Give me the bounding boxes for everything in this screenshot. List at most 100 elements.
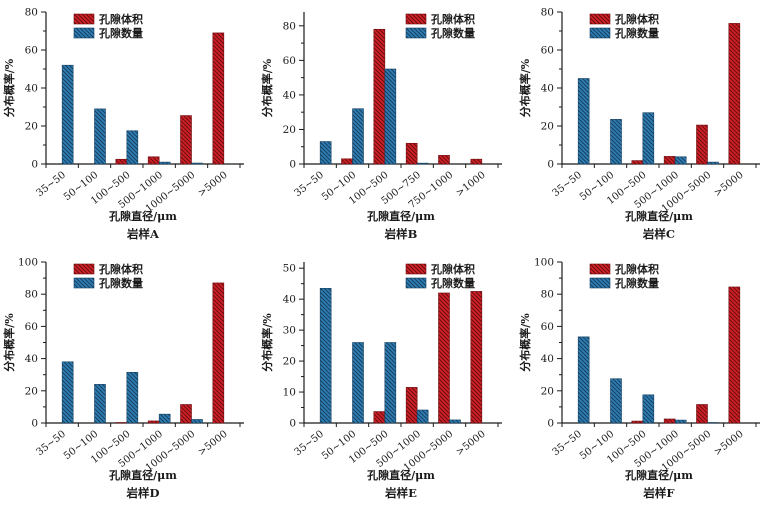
svg-text:80: 80 (25, 7, 38, 19)
bar-volume-3 (405, 387, 418, 424)
bar-volume-5 (212, 282, 225, 424)
svg-text:80: 80 (541, 289, 554, 301)
bar-count-2 (384, 342, 397, 424)
bar-volume-4 (180, 115, 192, 165)
svg-text:40: 40 (541, 83, 554, 95)
y-tick-labels: 0 20 40 60 80 100 (534, 257, 554, 430)
bar-volume-2 (373, 28, 386, 165)
bar-volume-3 (405, 142, 418, 165)
bar-volume-5 (470, 158, 483, 165)
svg-text:>1000: >1000 (454, 170, 487, 199)
bar-count-1 (352, 342, 364, 424)
svg-text:20: 20 (283, 124, 296, 136)
svg-text:孔隙数量: 孔隙数量 (431, 26, 475, 40)
bar-volume-3 (147, 420, 160, 424)
chart-svg: 0 20 40 60 80 35~5050~100100~500500~10001000~… (2, 7, 244, 241)
svg-text:0: 0 (547, 418, 554, 430)
bar-volume-5 (728, 286, 741, 424)
chart-sample-F: 0 20 40 60 80 100 35~50 50~100 100~500 500~1000 10… (516, 250, 774, 509)
x-ticks (45, 164, 241, 168)
svg-text:20: 20 (25, 385, 38, 397)
y-tick-labels: 0 20 40 60 80 (283, 20, 296, 170)
bar-volume-1 (341, 158, 353, 165)
bar-count-0 (319, 288, 332, 424)
svg-text:40: 40 (283, 89, 296, 101)
bar-volume-2 (631, 160, 644, 165)
chart-sample-A: 0 20 40 60 80 35~50 50~100 100~500 500~1000 1000~… (0, 0, 258, 250)
svg-text:>5000: >5000 (712, 429, 745, 458)
bar-volume-4 (438, 292, 450, 424)
svg-text:40: 40 (25, 83, 38, 95)
chart-sample-D: 0 20 40 60 80 100 35~50 50~100 100~500 500~1000 10… (0, 250, 258, 509)
svg-text:80: 80 (541, 7, 554, 19)
svg-text:80: 80 (283, 20, 296, 32)
bar-count-0 (577, 336, 590, 424)
y-tick-labels: 0 20 40 60 80 (541, 7, 554, 171)
y-axis-label: 分布概率/% (260, 58, 274, 117)
x-ticks (303, 423, 499, 427)
svg-text:孔隙数量: 孔隙数量 (615, 26, 659, 40)
svg-text:40: 40 (283, 294, 296, 306)
bar-count-1 (610, 378, 622, 424)
bar-volume-2 (631, 420, 644, 424)
svg-text:孔隙体积: 孔隙体积 (99, 12, 143, 26)
bar-count-4 (449, 419, 461, 424)
bar-volume-3 (147, 156, 160, 165)
bars (61, 32, 225, 165)
chart-title: 岩样A (126, 227, 160, 241)
bar-volume-4 (696, 404, 708, 424)
bar-count-3 (416, 162, 429, 165)
bar-count-0 (577, 78, 590, 165)
bar-count-4 (191, 162, 203, 165)
bar-count-2 (126, 130, 139, 165)
svg-text:80: 80 (25, 289, 38, 301)
y-ticks (557, 11, 562, 165)
y-tick-labels: 0 20 40 60 80 100 (18, 257, 38, 430)
x-axis-label: 孔隙直径/μm (625, 468, 693, 482)
bar-volume-4 (438, 155, 450, 165)
y-tick-labels: 0 10 20 30 40 50 (283, 263, 296, 430)
svg-text:孔隙体积: 孔隙体积 (99, 262, 143, 276)
bar-volume-3 (663, 156, 676, 165)
bars (319, 288, 483, 424)
svg-text:孔隙体积: 孔隙体积 (615, 262, 659, 276)
y-ticks (299, 267, 304, 424)
y-tick-labels: 0 20 40 60 80 (25, 7, 38, 171)
bar-count-2 (642, 394, 655, 424)
y-ticks (41, 11, 46, 165)
bar-count-1 (94, 384, 106, 424)
bar-volume-2 (373, 411, 386, 424)
chart-sample-B: 0 20 40 60 80 35~50 50~100 100~500 500~750 750~10… (258, 0, 516, 250)
chart-title: 岩样F (642, 486, 675, 500)
y-axis-label: 分布概率/% (260, 313, 274, 372)
x-ticks (45, 423, 241, 427)
svg-text:孔隙体积: 孔隙体积 (431, 12, 475, 26)
bar-count-0 (319, 141, 332, 165)
svg-text:20: 20 (283, 356, 296, 368)
y-ticks (41, 261, 46, 424)
bar-volume-4 (696, 124, 708, 165)
svg-text:40: 40 (25, 353, 38, 365)
svg-text:50: 50 (283, 263, 296, 275)
bar-count-0 (61, 64, 74, 165)
svg-text:100: 100 (534, 257, 554, 269)
x-ticks (561, 423, 757, 427)
bar-count-4 (191, 419, 203, 424)
svg-text:60: 60 (283, 55, 296, 67)
svg-text:>5000: >5000 (196, 170, 229, 199)
axes (303, 262, 502, 424)
x-axis-label: 孔隙直径/μm (367, 209, 435, 223)
svg-text:10: 10 (283, 387, 296, 399)
bar-volume-3 (663, 418, 676, 424)
x-ticks (561, 164, 757, 168)
svg-text:60: 60 (25, 45, 38, 57)
axes (303, 12, 502, 165)
svg-text:60: 60 (541, 45, 554, 57)
bars (61, 282, 225, 424)
